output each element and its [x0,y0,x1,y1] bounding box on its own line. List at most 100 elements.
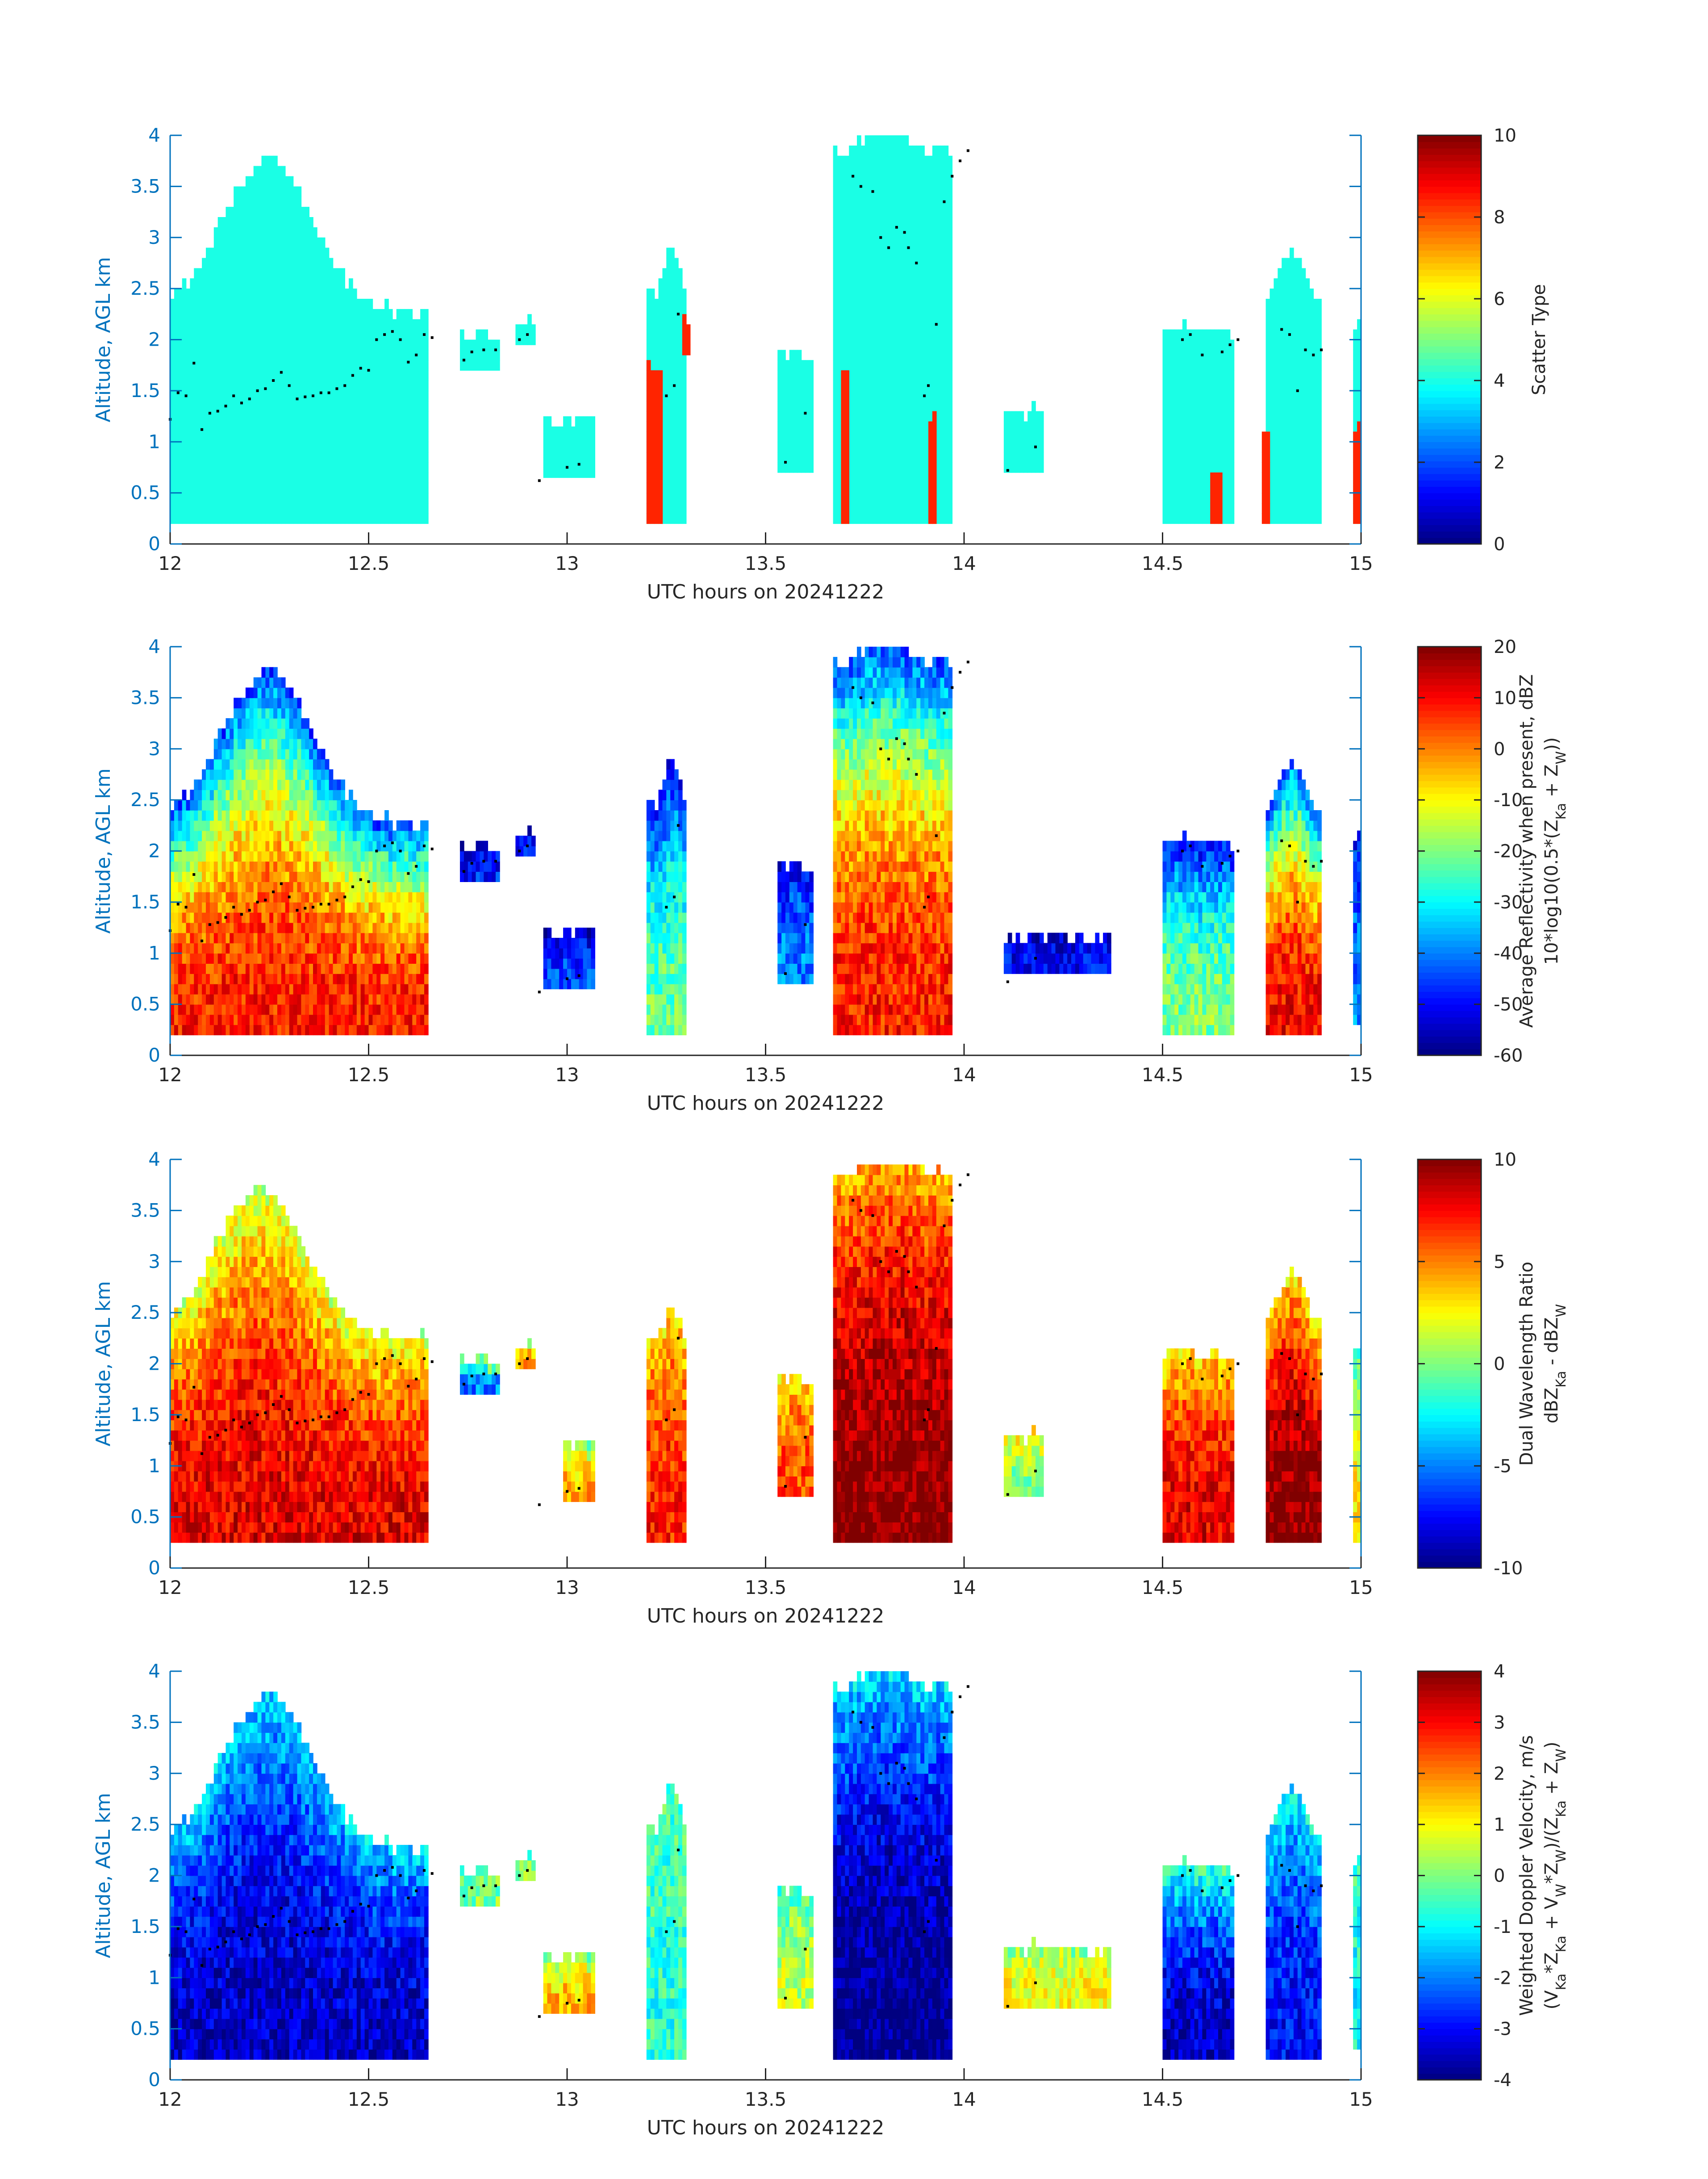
heatmap-cell [1170,370,1175,381]
heatmap-cell [932,483,937,494]
heatmap-cell [798,391,802,402]
heatmap-cell [905,268,909,279]
heatmap-cell [1186,350,1191,360]
heatmap-cell [912,350,917,360]
heatmap-cell [833,330,838,340]
heatmap-cell [885,350,889,360]
heatmap-cell [932,431,937,442]
heatmap-cell [293,319,298,330]
x-tick-label: 13.5 [745,552,787,574]
heatmap-cell [885,258,889,269]
heatmap-cell [905,411,909,422]
heatmap-cell [416,319,421,330]
heatmap-cell [893,442,897,452]
heatmap-cell [889,268,893,279]
heatmap-cell [361,411,365,422]
heatmap-cell [1194,431,1199,442]
heatmap-cell [547,467,552,478]
heatmap-cell [1230,431,1235,442]
heatmap-cell [837,340,842,351]
heatmap-cell [666,462,671,473]
heatmap-cell [313,289,317,299]
heatmap-cell [230,442,234,452]
heatmap-cell [254,442,258,452]
cloud-top-marker [872,190,874,193]
heatmap-cell [186,340,191,351]
heatmap-cell [865,166,869,177]
heatmap-cell [416,360,421,371]
heatmap-cell [254,452,258,463]
heatmap-cell [285,503,290,514]
heatmap-cell [186,330,191,340]
heatmap-cell [873,442,877,452]
heatmap-cell [1278,431,1282,442]
heatmap-cell [349,442,353,452]
heatmap-cell [230,462,234,473]
heatmap-cell [1353,411,1357,422]
heatmap-cell [388,381,393,391]
heatmap-cell [234,473,238,483]
heatmap-cell [802,431,806,442]
heatmap-cell [845,422,849,432]
heatmap-cell [277,422,282,432]
heatmap-cell [789,422,794,432]
heatmap-cell [1278,422,1282,432]
heatmap-cell [897,166,901,177]
heatmap-cell [388,503,393,514]
cloud-top-marker [1181,339,1184,341]
heatmap-cell [869,268,873,279]
heatmap-cell [178,912,183,923]
colorbar-step [1418,199,1481,206]
cloud-top-marker [209,412,211,414]
heatmap-cell [1202,360,1207,371]
heatmap-cell [337,493,341,504]
heatmap-cell [1294,340,1298,351]
heatmap-cell [940,381,945,391]
x-tick-label: 15 [1349,552,1373,574]
heatmap-cell [190,340,194,351]
heatmap-cell [1190,473,1195,483]
heatmap-cell [920,503,925,514]
heatmap-cell [246,278,250,289]
heatmap-cell [527,314,532,325]
heatmap-cell [281,186,286,197]
heatmap-cell [912,278,917,289]
heatmap-cell [420,483,425,494]
heatmap-cell [833,340,838,351]
heatmap-cell [214,871,218,882]
heatmap-cell [893,503,897,514]
heatmap-cell [845,350,849,360]
heatmap-cell [230,370,234,381]
heatmap-cell [674,473,679,483]
heatmap-cell [242,381,246,391]
heatmap-cell [1274,452,1278,463]
heatmap-cell [1182,473,1187,483]
heatmap-cell [210,974,214,984]
heatmap-cell [928,411,933,422]
heatmap-cell [297,503,302,514]
heatmap-cell [563,427,568,437]
heatmap-cell [833,401,838,412]
heatmap-cell [234,431,238,442]
heatmap-cell [940,431,945,442]
heatmap-cell [682,370,687,381]
heatmap-cell [655,370,659,381]
heatmap-cell [1278,493,1282,504]
heatmap-cell [190,800,194,811]
heatmap-cell [214,759,218,770]
heatmap-cell [1306,391,1310,402]
heatmap-cell [1317,411,1322,422]
heatmap-cell [341,299,345,309]
heatmap-cell [1194,401,1199,412]
heatmap-cell [309,513,313,524]
heatmap-cell [881,278,885,289]
heatmap-cell [289,197,294,207]
heatmap-cell [325,248,330,259]
heatmap-cell [877,411,881,422]
heatmap-cell [905,391,909,402]
x-tick-label: 14 [952,552,976,574]
heatmap-cell [210,984,214,995]
heatmap-cell [357,503,361,514]
heatmap-cell [238,217,242,228]
heatmap-cell [269,207,274,217]
